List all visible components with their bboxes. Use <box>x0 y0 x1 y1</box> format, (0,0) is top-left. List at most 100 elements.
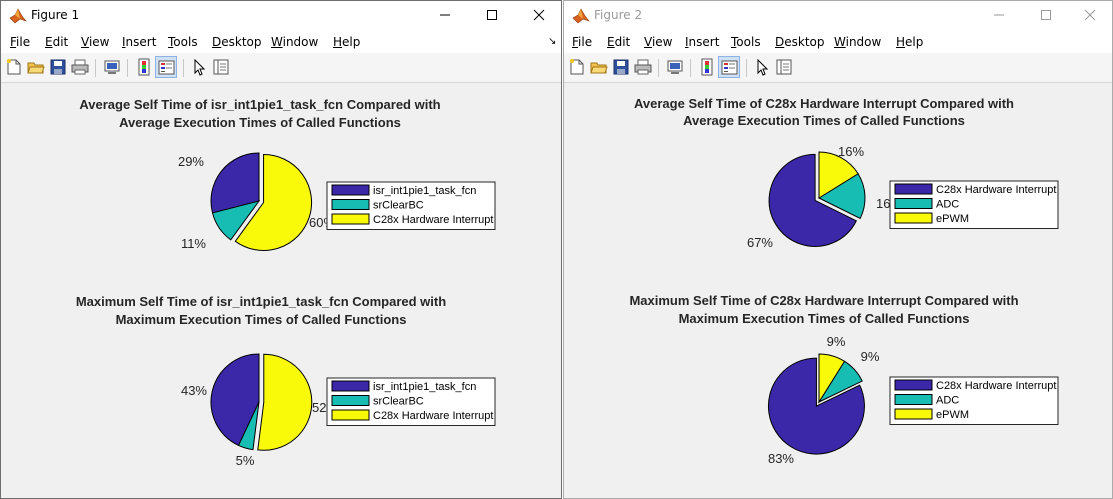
print-button[interactable] <box>632 56 654 78</box>
legend[interactable]: C28x Hardware Interrupt ADC ePWM <box>889 180 1059 229</box>
menu-edit[interactable]: Edit <box>45 35 69 49</box>
pie-slice-2 <box>237 401 260 451</box>
menu-tools[interactable]: Tools <box>731 35 761 49</box>
maximize-button[interactable] <box>469 1 515 29</box>
toolbar-separator <box>690 59 691 77</box>
property-inspector-button[interactable] <box>210 56 232 78</box>
slice-percent-label: 9% <box>861 349 880 364</box>
save-button[interactable] <box>47 56 69 78</box>
title-bar[interactable]: Figure 1 <box>1 1 561 31</box>
pie-chart: Maximum Self Time of isr_int1pie1_task_f… <box>76 294 496 468</box>
toolbar-separator <box>183 59 184 77</box>
new-file-icon <box>570 59 584 75</box>
matlab-icon <box>9 8 27 24</box>
legend-button[interactable] <box>155 56 177 78</box>
chart-title-line-1: Maximum Self Time of C28x Hardware Inter… <box>629 293 1018 308</box>
menu-help[interactable]: Help <box>896 35 924 49</box>
close-icon <box>1084 9 1096 21</box>
legend-swatch <box>894 379 933 391</box>
pie-slice-2 <box>817 173 866 220</box>
legend-entry: C28x Hardware Interrupt <box>936 380 1056 392</box>
menu-file[interactable]: File <box>10 35 31 49</box>
minimize-button[interactable] <box>976 1 1022 29</box>
pie-chart: Maximum Self Time of C28x Hardware Inter… <box>629 293 1059 466</box>
legend-button[interactable] <box>718 56 740 78</box>
legend[interactable]: C28x Hardware Interrupt ADC ePWM <box>889 376 1059 425</box>
menu-bar: File Edit View Insert Tools Desktop Wind… <box>564 31 1112 53</box>
colorbar-icon <box>138 58 150 76</box>
property-inspector-button[interactable] <box>773 56 795 78</box>
menu-desktop[interactable]: Desktop <box>775 35 825 49</box>
legend-swatch <box>331 409 370 421</box>
menu-insert[interactable]: Insert <box>122 35 157 49</box>
maximize-icon <box>487 10 497 20</box>
legend-icon <box>158 60 175 75</box>
legend-swatch <box>894 394 933 405</box>
property-inspector-icon <box>776 59 792 75</box>
window-title: Figure 2 <box>594 8 643 22</box>
legend[interactable]: isr_int1pie1_task_fcn srClearBC C28x Hardw… <box>326 377 496 426</box>
close-button[interactable] <box>516 1 561 29</box>
edit-plot-button[interactable] <box>188 56 210 78</box>
menu-insert[interactable]: Insert <box>685 35 720 49</box>
title-bar[interactable]: Figure 2 <box>564 1 1112 31</box>
chart-title-line-2: Average Execution Times of Called Functi… <box>119 115 401 130</box>
minimize-button[interactable] <box>422 1 468 29</box>
slice-percent-label: 9% <box>827 334 846 349</box>
pie-slice-1 <box>768 153 857 247</box>
close-button[interactable] <box>1067 1 1112 29</box>
print-icon <box>634 59 652 75</box>
legend-entry: C28x Hardware Interrupt <box>373 214 493 226</box>
colorbar-button[interactable] <box>696 56 718 78</box>
legend-entry: ePWM <box>936 213 969 225</box>
edit-plot-button[interactable] <box>751 56 773 78</box>
slice-percent-label: 16% <box>838 144 864 159</box>
colorbar-icon <box>701 58 713 76</box>
new-figure-button[interactable] <box>3 56 25 78</box>
pie-slice-3 <box>257 353 313 451</box>
menu-tools[interactable]: Tools <box>168 35 198 49</box>
new-file-icon <box>7 59 21 75</box>
dock-arrow-icon[interactable]: ↘ <box>548 36 557 47</box>
pie-slice-1 <box>210 152 260 214</box>
legend-entry: srClearBC <box>373 396 424 408</box>
menu-edit[interactable]: Edit <box>607 35 631 49</box>
pie-chart: Average Self Time of isr_int1pie1_task_f… <box>79 97 496 251</box>
figure-window-1: Figure 1 File Edit View Insert Tools Des… <box>0 0 562 499</box>
menu-file[interactable]: File <box>572 35 593 49</box>
print-icon <box>71 59 89 75</box>
menu-help[interactable]: Help <box>333 35 361 49</box>
menu-window[interactable]: Window <box>834 35 882 49</box>
colorbar-button[interactable] <box>133 56 155 78</box>
legend-swatch <box>894 198 933 209</box>
menu-view[interactable]: View <box>81 35 110 49</box>
pie-chart: Average Self Time of C28x Hardware Inter… <box>634 96 1059 250</box>
print-button[interactable] <box>69 56 91 78</box>
link-plot-button[interactable] <box>101 56 123 78</box>
figure-canvas: Average Self Time of isr_int1pie1_task_f… <box>76 97 496 468</box>
menu-view[interactable]: View <box>644 35 673 49</box>
legend-swatch <box>331 380 370 392</box>
open-folder-icon <box>590 62 608 74</box>
maximize-button[interactable] <box>1023 1 1069 29</box>
slice-percent-label: 29% <box>178 154 204 169</box>
link-plot-button[interactable] <box>664 56 686 78</box>
menu-window[interactable]: Window <box>271 35 319 49</box>
save-button[interactable] <box>610 56 632 78</box>
cursor-arrow-icon <box>757 58 769 76</box>
slice-percent-label: 11% <box>181 236 206 251</box>
open-file-button[interactable] <box>588 56 610 78</box>
legend-swatch <box>894 212 933 224</box>
menu-desktop[interactable]: Desktop <box>212 35 262 49</box>
legend[interactable]: isr_int1pie1_task_fcn srClearBC C28x Hardw… <box>326 181 496 230</box>
chart-title-line-2: Average Execution Times of Called Functi… <box>683 113 965 128</box>
save-icon <box>613 59 629 75</box>
figure-toolbar <box>564 53 1112 83</box>
open-folder-icon <box>27 62 45 74</box>
legend-swatch <box>331 213 370 225</box>
chart-title-line-1: Average Self Time of C28x Hardware Inter… <box>634 96 1014 111</box>
legend-swatch <box>894 408 933 420</box>
open-file-button[interactable] <box>25 56 47 78</box>
legend-entry: isr_int1pie1_task_fcn <box>373 185 476 197</box>
new-figure-button[interactable] <box>566 56 588 78</box>
